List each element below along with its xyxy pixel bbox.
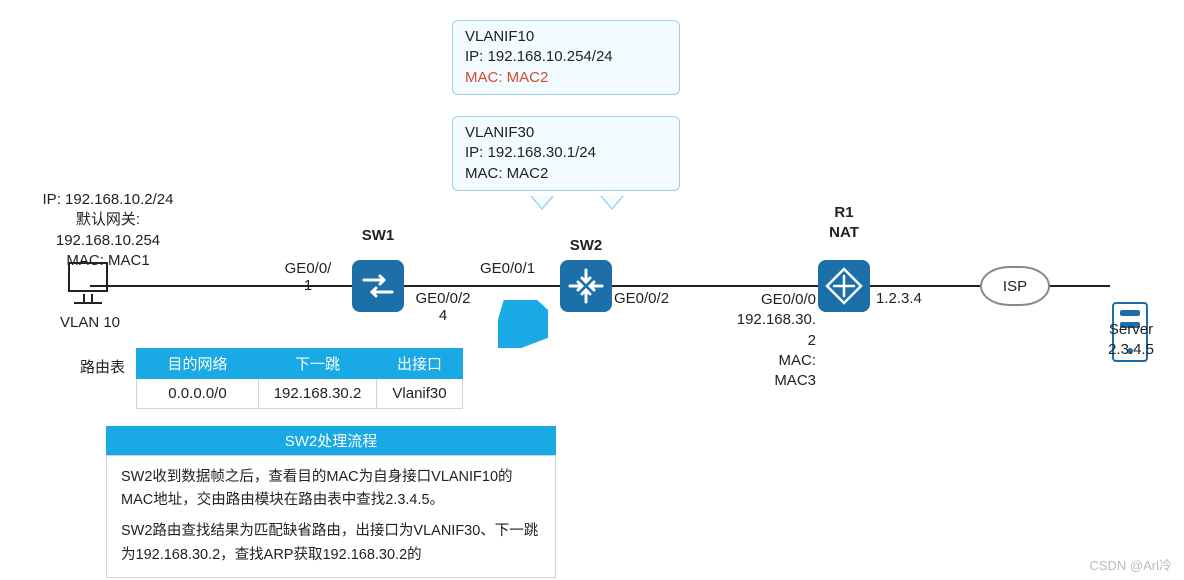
process-p1: SW2收到数据帧之后，查看目的MAC为自身接口VLANIF10的MAC地址，交由… [121,466,541,512]
sw1-left-port: GE0/0/1 [272,260,344,294]
pc-gw-label: 默认网关: [8,210,208,230]
sw1-right-port: GE0/0/24 [404,290,482,324]
route-table-caption: 路由表 [80,356,125,377]
r1-right-ip: 1.2.3.4 [876,290,922,307]
vlanif30-mac: MAC: MAC2 [465,164,667,184]
pc-gw-ip: 192.168.10.254 [8,231,208,251]
sw2-icon [560,260,612,312]
process-p2: SW2路由查找结果为匹配缺省路由，出接口为VLANIF30、下一跳为192.16… [121,520,541,566]
vlanif-pointer-right [600,196,624,210]
rt-c0: 0.0.0.0/0 [137,379,259,409]
watermark: CSDN @Arl冷 [1089,555,1172,574]
sw1-icon [352,260,404,312]
sw1-label: SW1 [338,227,418,244]
pc-icon [62,262,114,308]
vlanif10-box: VLANIF10 IP: 192.168.10.254/24 MAC: MAC2 [452,20,680,95]
vlanif30-ip: IP: 192.168.30.1/24 [465,143,667,163]
vlanif-pointer-left [530,196,554,210]
pc-vlan-label: VLAN 10 [40,314,140,331]
isp-label: ISP [1003,278,1027,295]
process-body: SW2收到数据帧之后，查看目的MAC为自身接口VLANIF10的MAC地址，交由… [106,455,556,578]
r1-label: R1NAT [804,203,884,242]
sw2-left-port: GE0/0/1 [480,260,535,277]
process-box: SW2处理流程 SW2收到数据帧之后，查看目的MAC为自身接口VLANIF10的… [106,426,556,578]
pc-ip: IP: 192.168.10.2/24 [8,190,208,210]
vlanif30-box: VLANIF30 IP: 192.168.30.1/24 MAC: MAC2 [452,116,680,191]
vlanif10-mac: MAC: MAC2 [465,68,667,88]
sw2-label: SW2 [546,237,626,254]
rt-h1: 下一跳 [259,349,377,379]
rt-c2: Vlanif30 [377,379,463,409]
process-title: SW2处理流程 [106,426,556,455]
rt-h0: 目的网络 [137,349,259,379]
sw2-to-table-arrow [498,300,548,348]
vlanif30-title: VLANIF30 [465,123,667,143]
pc-info: IP: 192.168.10.2/24 默认网关: 192.168.10.254… [8,190,208,271]
isp-icon: ISP [980,266,1050,306]
vlanif10-title: VLANIF10 [465,27,667,47]
r1-left-info: GE0/0/0 192.168.30. 2 MAC: MAC3 [706,290,816,391]
server-label: Server2.3.4.5 [1086,320,1176,361]
route-table: 目的网络 下一跳 出接口 0.0.0.0/0 192.168.30.2 Vlan… [136,348,463,409]
sw2-right-port: GE0/0/2 [614,290,669,307]
rt-c1: 192.168.30.2 [259,379,377,409]
vlanif10-ip: IP: 192.168.10.254/24 [465,47,667,67]
r1-icon [818,260,870,312]
rt-h2: 出接口 [377,349,463,379]
